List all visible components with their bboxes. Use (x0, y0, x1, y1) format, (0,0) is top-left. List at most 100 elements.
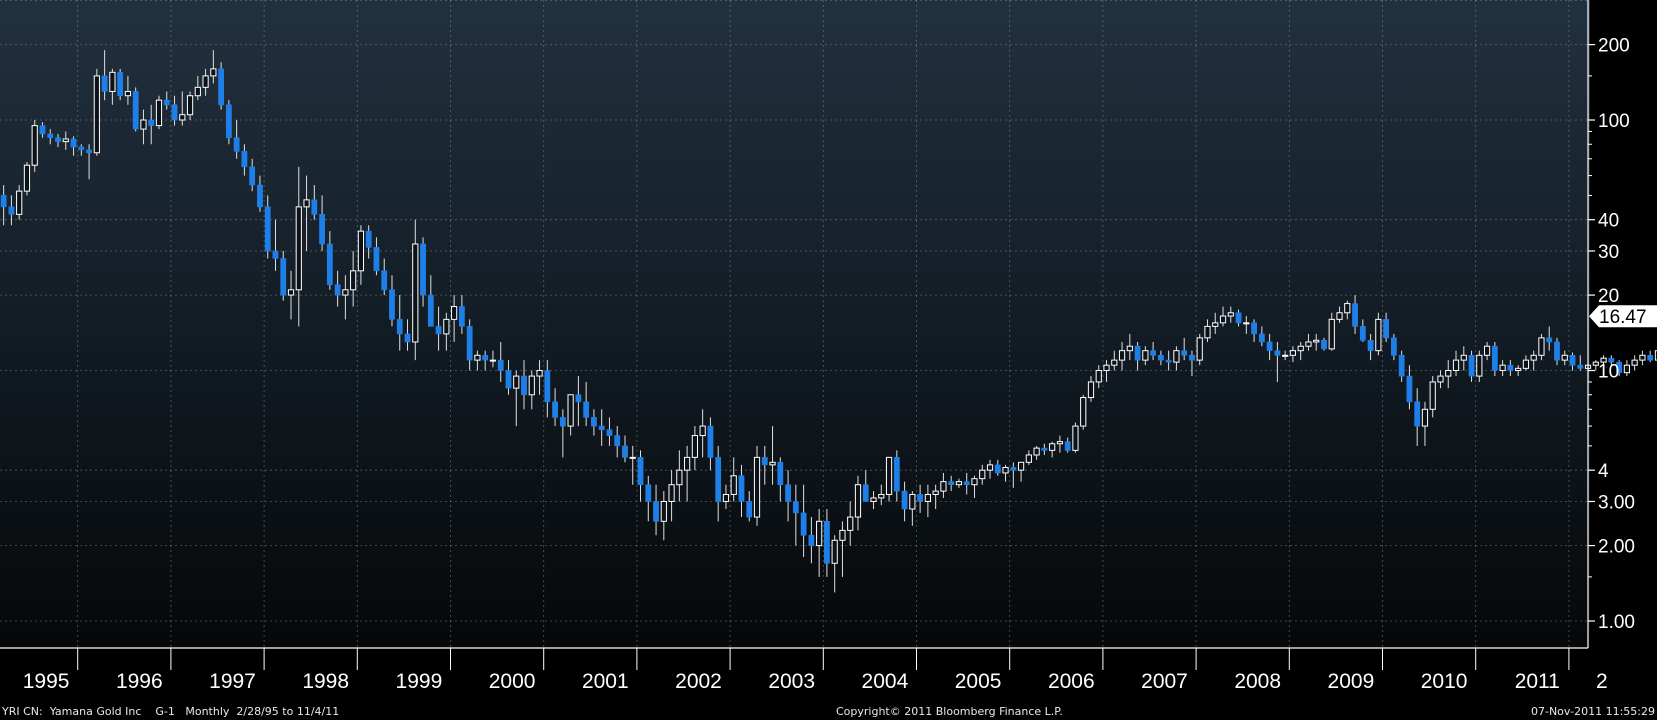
candle (1647, 350, 1654, 363)
candle (1561, 350, 1568, 366)
candle (435, 306, 442, 351)
candle-body-down (1546, 337, 1553, 343)
candle-body-down (761, 457, 768, 466)
candle (1476, 350, 1483, 382)
candle (101, 50, 108, 101)
candle (909, 491, 916, 526)
candle (78, 144, 85, 156)
candle-body-down (1041, 447, 1048, 451)
candle (241, 144, 248, 176)
candle (800, 484, 807, 558)
candle-body-down (893, 457, 900, 492)
candle (1577, 355, 1584, 371)
candle (816, 508, 823, 577)
candle (132, 87, 139, 132)
candle-body-up (451, 306, 458, 320)
candle (365, 225, 372, 259)
candle-body-down (1235, 312, 1242, 324)
y-tick-label: 1.00 (1598, 612, 1635, 633)
candle-body-up (202, 75, 209, 88)
candle (1631, 355, 1638, 371)
candle (1367, 333, 1374, 361)
candle-body-up (1522, 359, 1530, 369)
candle-body-down (598, 425, 605, 431)
candle-body-down (583, 401, 590, 418)
x-tick-label: 2004 (862, 670, 909, 693)
candle (847, 501, 854, 546)
candle-body-down (78, 146, 85, 151)
candle (691, 426, 698, 471)
x-tick-label: 2005 (955, 670, 1002, 693)
candle-body-down (606, 429, 613, 436)
candle-body-down (101, 75, 108, 92)
candle-body-down (1507, 364, 1514, 371)
candle-body-up (1033, 447, 1040, 456)
x-tick-label: 1997 (209, 670, 256, 693)
candle-body-down (1468, 354, 1475, 377)
candle (326, 231, 333, 290)
candle-body-down (1359, 326, 1366, 341)
grid-lines (0, 0, 1588, 648)
candle-body-up (194, 86, 201, 97)
candle (1064, 437, 1071, 453)
candle (862, 470, 869, 502)
candle-body-down (55, 137, 61, 142)
candle-body-up (1056, 441, 1064, 445)
candle (1639, 350, 1646, 366)
candle-body-down (1064, 441, 1071, 451)
candle (1538, 333, 1545, 361)
candle (1157, 350, 1164, 366)
candle (287, 270, 295, 320)
timestamp: 07-Nov-2011 11:55:29 (1530, 705, 1655, 718)
candle (824, 508, 830, 577)
candle-body-up (23, 164, 31, 192)
candle (839, 521, 846, 577)
candle-body-down (1383, 319, 1390, 339)
candle (319, 195, 325, 251)
candle-body-up (443, 318, 450, 335)
candle (979, 464, 986, 485)
candle-body-down (389, 289, 395, 320)
candle-body-up (1080, 397, 1087, 427)
candle (893, 450, 900, 502)
candle (466, 319, 473, 371)
candle-body-down (792, 501, 799, 514)
candle (637, 450, 644, 502)
candle (280, 250, 287, 301)
candle-body-down (257, 184, 263, 208)
candle (971, 475, 978, 498)
candle-body-up (722, 493, 730, 502)
candle-body-down (218, 68, 225, 106)
candle-body-down (311, 199, 318, 215)
candle (870, 491, 877, 509)
candle-body-down (544, 370, 551, 403)
candle (785, 470, 791, 522)
y-tick-label: 3.00 (1598, 492, 1635, 513)
candle-body-up (357, 230, 365, 272)
candle-body-down (1010, 467, 1017, 471)
candle-body-down (1150, 350, 1157, 356)
candle-body-up (1072, 425, 1079, 451)
y-tick-label: 40 (1598, 211, 1619, 232)
candle (1623, 360, 1630, 377)
candle-body-up (1126, 345, 1133, 352)
candle-body-down (862, 484, 869, 502)
candle-body-up (1297, 345, 1304, 352)
candle (70, 136, 77, 156)
candle-body-down (963, 481, 970, 486)
candle-body-down (373, 247, 380, 272)
candle (1212, 312, 1219, 334)
candle-body-down (264, 206, 271, 252)
candle-body-down (1258, 333, 1265, 343)
candle (264, 195, 271, 259)
candle (163, 91, 170, 110)
candle-body-up (1313, 339, 1320, 343)
candle (1103, 360, 1110, 382)
candle-body-up (124, 90, 132, 97)
x-tick-label: 2007 (1141, 670, 1188, 693)
candle-body-up (93, 75, 100, 154)
candle-body-down (1577, 364, 1584, 369)
candles (0, 50, 1657, 593)
candle-body-up (955, 481, 963, 486)
